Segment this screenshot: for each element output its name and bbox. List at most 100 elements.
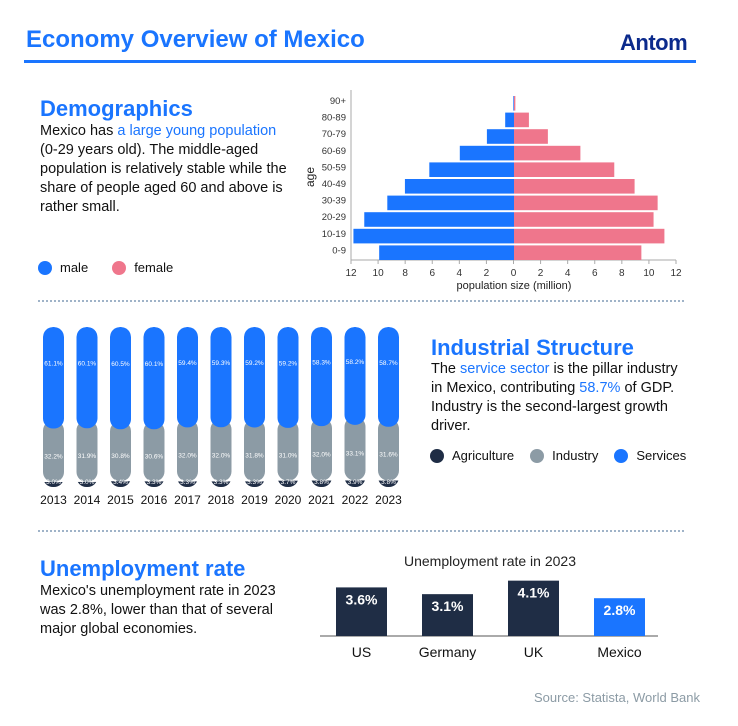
x-tick-label: 4	[565, 268, 571, 279]
services-segment	[311, 327, 332, 427]
agriculture-segment	[76, 481, 98, 487]
female-bar	[514, 228, 665, 244]
header-divider	[24, 60, 696, 63]
y-tick-label: 10-19	[322, 229, 346, 240]
x-tick-label: 2	[538, 268, 544, 279]
text: The	[431, 361, 461, 377]
services-segment	[177, 327, 198, 428]
section-divider	[38, 300, 684, 302]
segment-label: 31.8%	[245, 452, 264, 459]
unemployment-heading: Unemployment rate	[40, 556, 246, 581]
industry-stacked-chart: 3.0% 32.2% 61.1% 2013 3.0% 31.9% 60.1% 2014 3.4%…	[40, 327, 402, 507]
industry-segment	[177, 419, 198, 482]
industry-dot-icon	[530, 448, 545, 463]
services-segment	[110, 327, 131, 430]
segment-label: 32.0%	[212, 452, 231, 459]
agriculture-segment	[210, 481, 232, 487]
bar-value-label: 3.1%	[432, 598, 464, 614]
source-note: Source: Statista, World Bank	[534, 690, 700, 705]
segment-label: 31.9%	[78, 453, 97, 460]
chart-title: Unemployment rate in 2023	[404, 553, 576, 569]
female-bar	[514, 96, 516, 111]
segment-label: 3.0%	[80, 479, 95, 486]
year-label: 2013	[40, 493, 67, 507]
pyramid-legend: male female	[38, 260, 173, 275]
demographics-heading: Demographics	[40, 96, 193, 121]
female-bar	[514, 212, 654, 227]
stacked-bar	[177, 327, 198, 487]
legend-agriculture: Agriculture	[430, 448, 514, 463]
industry-segment	[277, 419, 299, 481]
country-label: Germany	[419, 644, 477, 660]
industry-legend: Agriculture Industry Services	[430, 448, 686, 463]
male-dot-icon	[38, 260, 52, 275]
x-tick-label: 8	[619, 268, 625, 279]
industry-segment	[210, 419, 232, 482]
year-label: 2017	[174, 493, 201, 507]
agriculture-segment	[43, 482, 64, 487]
y-tick-label: 60-69	[322, 146, 346, 157]
segment-label: 33.1%	[346, 451, 365, 458]
year-label: 2015	[107, 493, 134, 507]
male-bar	[364, 212, 514, 227]
y-tick-label: 50-59	[322, 162, 346, 173]
services-dot-icon	[614, 448, 629, 463]
industry-segment	[43, 420, 64, 483]
segment-label: 60.1%	[78, 360, 97, 367]
stacked-bar	[378, 327, 399, 487]
year-label: 2018	[208, 493, 235, 507]
segment-label: 61.1%	[44, 361, 63, 368]
text: of GDP. Industry is the second-largest g…	[431, 380, 675, 434]
year-label: 2023	[375, 493, 402, 507]
year-label: 2020	[275, 493, 302, 507]
x-tick-label: 12	[345, 268, 357, 279]
unemployment-text: Mexico's unemployment rate in 2023 was 2…	[40, 583, 276, 637]
industry-segment	[344, 416, 366, 481]
segment-label: 59.4%	[178, 360, 197, 367]
section-divider	[38, 530, 684, 532]
x-tick-label: 0	[511, 268, 517, 279]
stacked-bar	[143, 327, 165, 487]
antom-logo: Antom	[620, 30, 688, 55]
stacked-bar	[277, 327, 299, 487]
stacked-bar	[244, 327, 265, 487]
y-tick-label: 70-79	[322, 129, 346, 140]
services-segment	[244, 327, 265, 428]
x-tick-label: 10	[373, 268, 385, 279]
male-bar	[387, 195, 514, 211]
agriculture-segment	[244, 481, 265, 487]
legend-industry: Industry	[530, 448, 598, 463]
female-bar	[514, 129, 548, 144]
male-bar	[404, 179, 514, 194]
x-tick-label: 10	[643, 268, 655, 279]
legend-label: Services	[636, 448, 687, 463]
female-bar	[514, 179, 635, 194]
industry-text: The service sector is the pillar industr…	[431, 360, 691, 436]
segment-label: 60.1%	[145, 361, 164, 368]
stacked-bar	[344, 327, 366, 487]
y-tick-label: 90+	[330, 96, 347, 107]
segment-label: 58.2%	[346, 359, 365, 366]
year-label: 2014	[74, 493, 101, 507]
industry-segment	[110, 421, 131, 482]
highlight: a large young population	[117, 123, 277, 139]
y-tick-label: 80-89	[322, 113, 346, 124]
segment-label: 58.7%	[379, 360, 398, 367]
services-segment	[143, 327, 165, 430]
industry-heading: Industrial Structure	[431, 335, 634, 360]
industry-segment	[244, 419, 265, 482]
text: Mexico has	[40, 123, 118, 139]
industry-segment	[143, 421, 165, 482]
stacked-bar	[43, 327, 64, 487]
country-label: UK	[524, 644, 544, 660]
country-label: Mexico	[597, 644, 642, 660]
segment-label: 58.3%	[312, 360, 331, 367]
segment-label: 3.3%	[247, 479, 262, 486]
male-bar	[429, 162, 514, 177]
highlight: 58.7%	[579, 380, 621, 396]
demographics-text: Mexico has a large young population (0-2…	[40, 122, 295, 217]
male-bar	[505, 112, 514, 128]
segment-label: 59.2%	[245, 360, 264, 367]
segment-label: 3.9%	[348, 479, 363, 486]
